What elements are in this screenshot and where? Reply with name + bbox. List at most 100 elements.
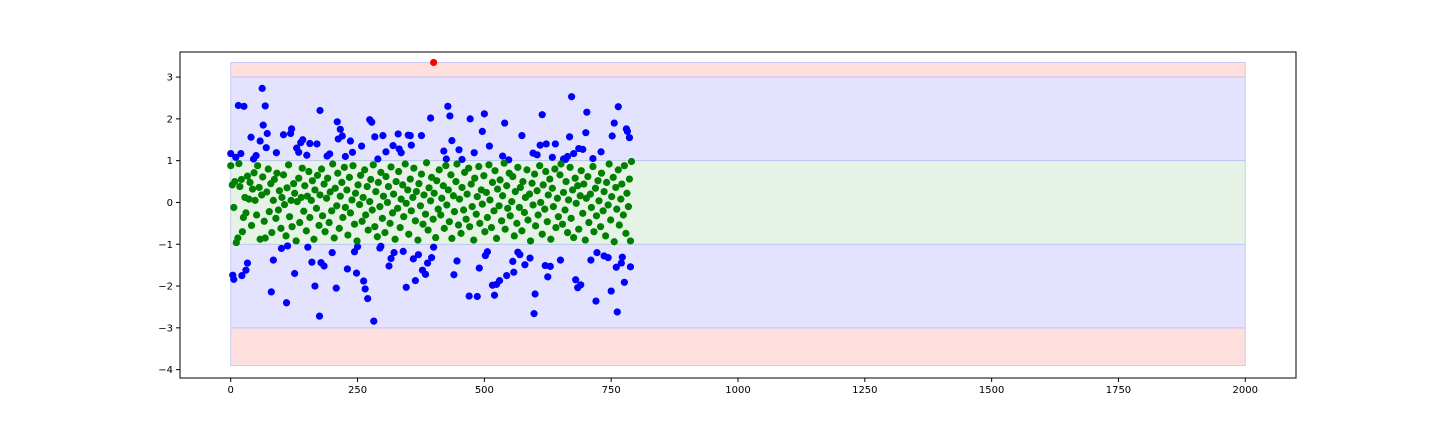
data-point — [470, 236, 478, 244]
data-point — [595, 197, 603, 205]
data-point — [298, 164, 306, 172]
data-point — [473, 292, 481, 301]
data-point — [618, 253, 626, 261]
data-point — [528, 179, 536, 187]
data-point — [240, 102, 248, 110]
data-point — [318, 212, 327, 220]
x-axis: 0 250 500 750 1000 1250 1500 1750 2000 — [228, 378, 1258, 396]
data-point — [453, 160, 461, 168]
data-point — [321, 228, 329, 236]
data-point — [567, 214, 575, 222]
data-point — [435, 166, 443, 174]
data-point — [531, 290, 539, 298]
data-point — [533, 187, 541, 195]
data-point — [343, 265, 351, 273]
data-point — [480, 172, 488, 180]
data-point — [409, 255, 417, 263]
data-point — [478, 200, 486, 208]
data-point — [429, 215, 437, 223]
data-point — [303, 151, 311, 159]
data-point — [326, 188, 334, 196]
data-point — [264, 165, 272, 173]
data-point — [470, 149, 478, 157]
data-point — [466, 115, 474, 123]
data-point — [496, 176, 504, 184]
data-point — [486, 196, 494, 204]
data-point — [371, 223, 379, 231]
data-point — [232, 153, 240, 161]
data-point — [534, 211, 542, 219]
data-point — [394, 130, 402, 138]
data-point — [565, 133, 574, 141]
data-point — [421, 270, 430, 278]
data-point — [362, 211, 370, 219]
data-point — [323, 194, 331, 202]
data-point — [459, 206, 468, 214]
data-point — [495, 277, 504, 285]
data-point — [395, 167, 403, 176]
data-point — [353, 243, 362, 251]
data-point — [379, 192, 388, 200]
data-point — [320, 262, 328, 270]
data-point — [336, 125, 344, 133]
data-point — [313, 140, 321, 148]
data-point — [530, 310, 538, 318]
data-point — [373, 233, 381, 241]
data-point — [613, 308, 621, 316]
data-point — [572, 199, 580, 207]
data-point — [326, 150, 334, 158]
data-point — [538, 230, 546, 238]
x-tick-label: 250 — [348, 385, 367, 396]
data-point — [389, 142, 397, 150]
data-point — [511, 187, 519, 196]
data-point — [248, 185, 257, 193]
data-point — [439, 182, 447, 190]
data-point — [308, 177, 316, 185]
data-point — [570, 233, 578, 242]
data-point — [296, 218, 304, 227]
data-point — [582, 129, 590, 137]
data-point — [242, 209, 250, 217]
data-point — [525, 190, 534, 198]
data-point — [267, 288, 275, 296]
data-point — [587, 203, 595, 212]
data-point — [426, 114, 435, 122]
data-point — [324, 174, 332, 182]
data-point — [411, 277, 419, 285]
data-point — [299, 136, 307, 144]
data-point — [295, 148, 303, 156]
data-point — [243, 259, 252, 267]
data-point — [487, 223, 496, 232]
data-point — [338, 178, 346, 186]
data-point — [255, 183, 263, 192]
data-point — [273, 169, 281, 177]
data-point — [510, 268, 518, 276]
data-point — [390, 249, 398, 257]
data-point — [493, 185, 502, 193]
data-point — [442, 162, 450, 170]
data-point — [344, 231, 352, 239]
data-point — [307, 196, 315, 204]
data-point — [586, 190, 594, 198]
data-point — [424, 226, 432, 234]
data-point — [530, 170, 539, 178]
data-point — [579, 145, 587, 153]
data-point — [620, 162, 628, 170]
y-tick-label: 2 — [167, 114, 173, 125]
data-point — [627, 157, 636, 166]
data-point — [624, 203, 633, 211]
data-point — [397, 149, 405, 157]
data-point — [626, 237, 635, 245]
data-point — [230, 203, 238, 212]
data-point — [263, 129, 271, 138]
points-layer — [227, 58, 636, 325]
data-point — [551, 165, 559, 173]
data-point — [315, 312, 324, 320]
data-point — [372, 187, 380, 196]
data-point — [614, 103, 622, 111]
band-middle — [230, 76, 1246, 162]
data-point — [556, 171, 564, 179]
data-point — [514, 163, 522, 171]
data-point — [246, 178, 254, 186]
data-point — [623, 127, 632, 136]
